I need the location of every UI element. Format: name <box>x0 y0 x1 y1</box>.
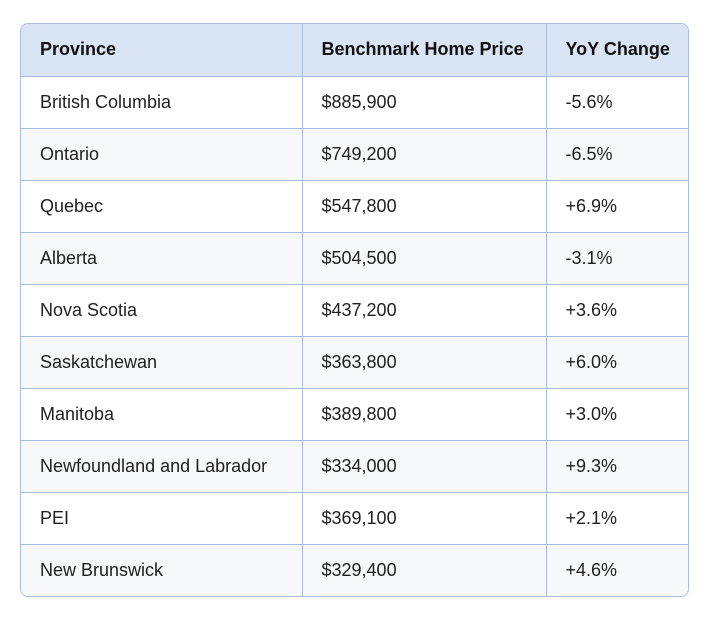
cell-price: $369,100 <box>302 492 547 545</box>
table-row: Manitoba $389,800 +3.0% <box>21 388 688 441</box>
table-row: Saskatchewan $363,800 +6.0% <box>21 336 688 389</box>
cell-province: British Columbia <box>21 76 303 129</box>
cell-change: +4.6% <box>546 544 688 596</box>
table-row: Quebec $547,800 +6.9% <box>21 180 688 233</box>
cell-price: $504,500 <box>302 232 547 285</box>
cell-change: -5.6% <box>546 76 688 129</box>
cell-province: Manitoba <box>21 388 303 441</box>
province-price-table: Province Benchmark Home Price YoY Change… <box>21 24 688 596</box>
cell-province: New Brunswick <box>21 544 303 596</box>
cell-province: Quebec <box>21 180 303 233</box>
data-table-container: Province Benchmark Home Price YoY Change… <box>20 23 689 597</box>
table-row: New Brunswick $329,400 +4.6% <box>21 544 688 596</box>
header-yoy-change: YoY Change <box>546 24 688 77</box>
cell-price: $437,200 <box>302 284 547 337</box>
header-row: Province Benchmark Home Price YoY Change <box>21 24 688 77</box>
cell-price: $363,800 <box>302 336 547 389</box>
cell-province: Ontario <box>21 128 303 181</box>
cell-province: Alberta <box>21 232 303 285</box>
cell-price: $749,200 <box>302 128 547 181</box>
cell-province: Nova Scotia <box>21 284 303 337</box>
cell-price: $885,900 <box>302 76 547 129</box>
header-benchmark-price: Benchmark Home Price <box>302 24 547 77</box>
cell-change: +6.9% <box>546 180 688 233</box>
cell-price: $547,800 <box>302 180 547 233</box>
cell-change: +3.0% <box>546 388 688 441</box>
cell-change: +9.3% <box>546 440 688 493</box>
table-row: Nova Scotia $437,200 +3.6% <box>21 284 688 337</box>
cell-change: +6.0% <box>546 336 688 389</box>
cell-price: $334,000 <box>302 440 547 493</box>
table-row: Ontario $749,200 -6.5% <box>21 128 688 181</box>
cell-change: +3.6% <box>546 284 688 337</box>
cell-change: -3.1% <box>546 232 688 285</box>
cell-province: Newfoundland and Labrador <box>21 440 303 493</box>
table-header: Province Benchmark Home Price YoY Change <box>21 24 688 77</box>
table-body: British Columbia $885,900 -5.6% Ontario … <box>21 76 688 596</box>
table-row: Alberta $504,500 -3.1% <box>21 232 688 285</box>
cell-change: -6.5% <box>546 128 688 181</box>
table-row: Newfoundland and Labrador $334,000 +9.3% <box>21 440 688 493</box>
header-province: Province <box>21 24 303 77</box>
cell-province: PEI <box>21 492 303 545</box>
cell-price: $389,800 <box>302 388 547 441</box>
cell-province: Saskatchewan <box>21 336 303 389</box>
table-row: British Columbia $885,900 -5.6% <box>21 76 688 129</box>
table-row: PEI $369,100 +2.1% <box>21 492 688 545</box>
cell-change: +2.1% <box>546 492 688 545</box>
cell-price: $329,400 <box>302 544 547 596</box>
